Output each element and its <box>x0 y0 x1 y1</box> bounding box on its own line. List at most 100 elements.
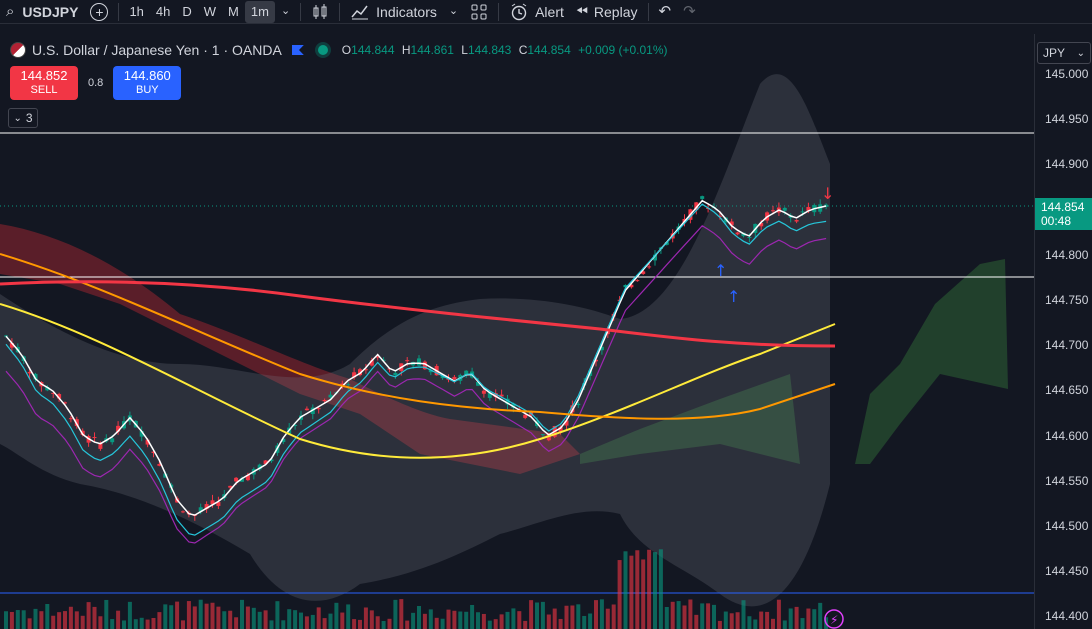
ma-yellow-line <box>0 303 836 459</box>
price-chart[interactable]: ↑↑ ↓ ⚡ <box>0 34 1034 629</box>
timeframe-dropdown[interactable]: ⌄ <box>275 0 296 24</box>
redo-button[interactable]: ↷ <box>677 0 702 24</box>
candle-body <box>824 204 829 207</box>
templates-dropdown[interactable]: ⌄ <box>443 0 464 24</box>
volume-bar <box>605 608 610 629</box>
symbol-search[interactable]: ⌕ USDJPY <box>0 0 84 24</box>
volume-bar <box>4 611 8 629</box>
volume-bar <box>328 613 333 629</box>
candle-body <box>80 430 85 435</box>
timeframe-4h[interactable]: 4h <box>155 4 171 19</box>
candle-body <box>263 460 268 464</box>
timeframe-d[interactable]: D <box>182 4 192 19</box>
timeframe-w[interactable]: W <box>203 4 217 19</box>
bookmark-flag-icon[interactable] <box>291 45 304 55</box>
volume-bar <box>658 549 663 629</box>
buy-button[interactable]: 144.860 BUY <box>113 66 182 100</box>
volume-bar <box>776 599 781 629</box>
candle-body <box>664 242 669 245</box>
volume-bar <box>145 619 150 629</box>
timeframe-1h[interactable]: 1h <box>129 4 144 19</box>
timeframe-m[interactable]: M <box>228 4 239 19</box>
indicators-collapse-button[interactable]: ⌄ 3 <box>8 108 38 128</box>
candle-body <box>181 511 185 513</box>
candle-body <box>92 437 97 439</box>
volume-bar <box>281 620 286 629</box>
volume-bar <box>647 549 652 629</box>
volume-bar <box>700 603 705 629</box>
candle-body <box>245 474 250 481</box>
candle-body <box>328 394 333 398</box>
volume-bar <box>682 605 687 629</box>
volume-bar <box>287 609 292 629</box>
price-axis[interactable]: JPY ⌄ 145.000 144.950 144.900 144.800 144.75… <box>1034 34 1092 629</box>
price-tick-label: 144.500 <box>1045 519 1089 533</box>
indicators-button[interactable]: Indicators <box>344 0 443 24</box>
replay-button[interactable]: ⏪︎ Replay <box>570 0 644 24</box>
candle-body <box>653 254 657 261</box>
plus-circle-icon: + <box>90 2 109 21</box>
volume-bar <box>723 611 728 629</box>
candle-body <box>51 392 56 394</box>
candle-body <box>304 408 309 411</box>
volume-bar <box>617 560 622 629</box>
volume-bar <box>664 606 669 629</box>
volume-bar <box>316 607 321 629</box>
volume-bar <box>688 599 693 629</box>
volume-bar <box>428 609 433 629</box>
candlestick-icon <box>313 3 327 19</box>
volume-bar <box>375 616 380 629</box>
price-tick-label: 144.800 <box>1045 247 1089 262</box>
chart-type-button[interactable] <box>305 0 335 24</box>
candle-body <box>281 438 286 443</box>
volume-bar <box>529 600 534 629</box>
candle-body <box>540 434 545 436</box>
volume-bar <box>381 620 386 629</box>
candle-body <box>694 202 699 211</box>
price-tick-label: 144.650 <box>1045 383 1089 398</box>
alert-button[interactable]: Alert <box>503 0 570 24</box>
volume-bar <box>157 612 162 629</box>
top-toolbar: ⌕ USDJPY + 1h 4h D W M 1m ⌄ Indicators ⌄… <box>0 0 1092 24</box>
instrument-title[interactable]: U.S. Dollar / Japanese Yen · 1 · OANDA <box>32 42 282 58</box>
divider <box>647 2 649 21</box>
candle-body <box>139 431 144 437</box>
candle-body <box>629 284 634 288</box>
volume-bar <box>240 599 244 629</box>
volume-bar <box>234 617 239 629</box>
undo-button[interactable]: ↶ <box>653 0 678 24</box>
compare-button[interactable]: + <box>84 0 114 24</box>
currency-selector[interactable]: JPY ⌄ <box>1037 42 1091 64</box>
price-tick-label: 145.000 <box>1045 67 1089 81</box>
volume-bar <box>623 551 628 629</box>
volume-bar <box>304 616 309 629</box>
current-price-value: 144.854 <box>1041 199 1085 214</box>
volume-bar <box>535 602 539 629</box>
candle-body <box>163 473 168 478</box>
sell-button[interactable]: 144.852 SELL <box>10 66 78 100</box>
volume-bar <box>15 610 20 629</box>
volume-bar <box>676 601 681 629</box>
candle-body <box>116 425 121 432</box>
candle-body <box>523 414 528 418</box>
layouts-button[interactable] <box>464 0 494 24</box>
volume-bar <box>812 609 817 629</box>
volume-bar <box>181 620 185 629</box>
chevron-down-icon: ⌄ <box>13 112 22 124</box>
volume-bar <box>151 617 156 629</box>
candle-body <box>505 398 510 405</box>
timeframe-1m[interactable]: 1m <box>244 0 275 23</box>
chart-legend: U.S. Dollar / Japanese Yen · 1 · OANDA O… <box>10 42 668 58</box>
chevron-down-icon: ⌄ <box>1076 47 1085 59</box>
bollinger-band <box>0 74 830 607</box>
volume-bar <box>63 611 67 629</box>
candle-body <box>735 232 740 235</box>
candle-body <box>647 266 652 268</box>
candle-body <box>322 399 327 401</box>
candle-body <box>157 464 162 466</box>
volume-bar <box>747 616 752 629</box>
volume-bar <box>523 620 528 629</box>
rewind-icon: ⏪︎ <box>575 3 588 20</box>
candle-body <box>393 372 398 376</box>
volume-bar <box>753 619 758 629</box>
